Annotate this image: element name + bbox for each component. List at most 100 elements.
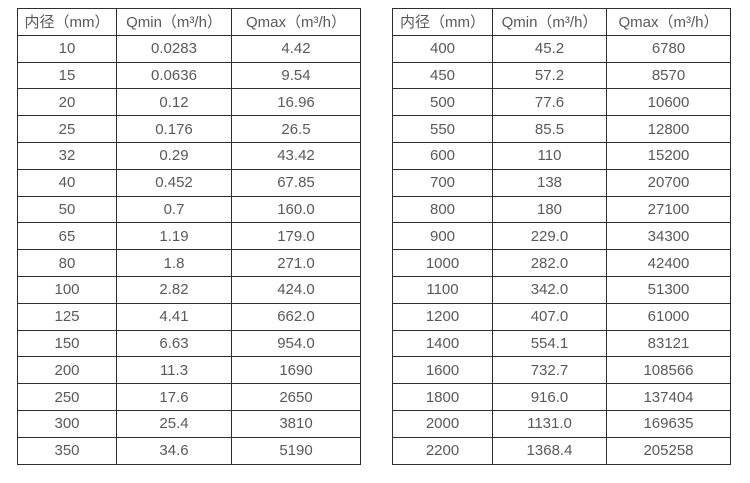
table-row: 2200 1368.4 205258: [392, 436, 731, 465]
table-row: 1400 554.1 83121: [392, 329, 731, 358]
qmin-cell: 57.2: [492, 61, 607, 90]
qmin-cell: 0.29: [116, 141, 232, 170]
diameter-cell: 15: [17, 61, 117, 90]
qmin-cell: 2.82: [116, 275, 232, 304]
qmin-cell: 110: [492, 141, 607, 170]
table-row: 800 180 27100: [392, 195, 731, 224]
column-header-0: 内径（mm）: [17, 8, 117, 36]
table-row: 2000 1131.0 169635: [392, 409, 731, 438]
diameter-cell: 500: [392, 88, 493, 117]
qmin-cell: 1368.4: [492, 436, 607, 465]
table-row: 400 45.2 6780: [392, 34, 731, 63]
diameter-cell: 600: [392, 141, 493, 170]
qmin-cell: 282.0: [492, 249, 607, 277]
diameter-cell: 300: [17, 409, 117, 438]
qmin-cell: 0.7: [116, 195, 232, 224]
table-row: 80 1.8 271.0: [17, 249, 361, 277]
table-row: 1100 342.0 51300: [392, 275, 731, 304]
table-row: 250 17.6 2650: [17, 383, 361, 411]
table-row: 150 6.63 954.0: [17, 329, 361, 358]
table-row: 200 11.3 1690: [17, 356, 361, 385]
diameter-cell: 1800: [392, 383, 493, 411]
qmin-cell: 407.0: [492, 302, 607, 331]
table-row: 700 138 20700: [392, 168, 731, 197]
table-row: 1200 407.0 61000: [392, 302, 731, 331]
header-row: 内径（mm） Qmin（m³/h） Qmax（m³/h）: [392, 8, 731, 36]
table-row: 50 0.7 160.0: [17, 195, 361, 224]
qmin-cell: 732.7: [492, 356, 607, 385]
qmax-cell: 169635: [606, 409, 731, 438]
table-row: 40 0.452 67.85: [17, 168, 361, 197]
diameter-cell: 100: [17, 275, 117, 304]
qmax-cell: 16.96: [231, 88, 361, 117]
diameter-cell: 50: [17, 195, 117, 224]
qmax-cell: 2650: [231, 383, 361, 411]
qmax-cell: 20700: [606, 168, 731, 197]
qmax-cell: 12800: [606, 115, 731, 143]
table-row: 600 110 15200: [392, 141, 731, 170]
qmax-cell: 83121: [606, 329, 731, 358]
diameter-cell: 700: [392, 168, 493, 197]
table-row: 25 0.176 26.5: [17, 115, 361, 143]
qmin-cell: 0.0283: [116, 34, 232, 63]
qmin-cell: 229.0: [492, 222, 607, 251]
column-header-1: Qmin（m³/h）: [116, 8, 232, 36]
table-row: 15 0.0636 9.54: [17, 61, 361, 90]
table-row: 1800 916.0 137404: [392, 383, 731, 411]
diameter-cell: 20: [17, 88, 117, 117]
qmin-cell: 25.4: [116, 409, 232, 438]
qmax-cell: 271.0: [231, 249, 361, 277]
qmin-cell: 34.6: [116, 436, 232, 465]
qmax-cell: 424.0: [231, 275, 361, 304]
table-row: 65 1.19 179.0: [17, 222, 361, 251]
qmin-cell: 85.5: [492, 115, 607, 143]
diameter-cell: 400: [392, 34, 493, 63]
spec-table-small-diameter: 内径（mm） Qmin（m³/h） Qmax（m³/h） 10 0.0283 4.42 15…: [17, 8, 361, 465]
diameter-cell: 350: [17, 436, 117, 465]
qmax-cell: 5190: [231, 436, 361, 465]
qmin-cell: 45.2: [492, 34, 607, 63]
diameter-cell: 150: [17, 329, 117, 358]
diameter-cell: 40: [17, 168, 117, 197]
table-row: 10 0.0283 4.42: [17, 34, 361, 63]
diameter-cell: 32: [17, 141, 117, 170]
qmin-cell: 554.1: [492, 329, 607, 358]
qmax-cell: 1690: [231, 356, 361, 385]
qmin-cell: 138: [492, 168, 607, 197]
diameter-cell: 1000: [392, 249, 493, 277]
qmax-cell: 3810: [231, 409, 361, 438]
column-header-1: Qmin（m³/h）: [492, 8, 607, 36]
qmin-cell: 1.19: [116, 222, 232, 251]
diameter-cell: 550: [392, 115, 493, 143]
qmax-cell: 160.0: [231, 195, 361, 224]
column-header-2: Qmax（m³/h）: [231, 8, 361, 36]
header-row: 内径（mm） Qmin（m³/h） Qmax（m³/h）: [17, 8, 361, 36]
diameter-cell: 80: [17, 249, 117, 277]
qmax-cell: 108566: [606, 356, 731, 385]
qmax-cell: 34300: [606, 222, 731, 251]
table-row: 100 2.82 424.0: [17, 275, 361, 304]
table-row: 20 0.12 16.96: [17, 88, 361, 117]
qmax-cell: 10600: [606, 88, 731, 117]
diameter-cell: 1600: [392, 356, 493, 385]
qmin-cell: 4.41: [116, 302, 232, 331]
qmax-cell: 9.54: [231, 61, 361, 90]
column-header-2: Qmax（m³/h）: [606, 8, 731, 36]
qmax-cell: 137404: [606, 383, 731, 411]
diameter-cell: 250: [17, 383, 117, 411]
qmax-cell: 26.5: [231, 115, 361, 143]
diameter-cell: 25: [17, 115, 117, 143]
qmin-cell: 0.176: [116, 115, 232, 143]
diameter-cell: 1100: [392, 275, 493, 304]
table-row: 1600 732.7 108566: [392, 356, 731, 385]
qmin-cell: 1131.0: [492, 409, 607, 438]
qmax-cell: 954.0: [231, 329, 361, 358]
diameter-cell: 200: [17, 356, 117, 385]
table-row: 350 34.6 5190: [17, 436, 361, 465]
table-row: 550 85.5 12800: [392, 115, 731, 143]
qmax-cell: 15200: [606, 141, 731, 170]
column-header-0: 内径（mm）: [392, 8, 493, 36]
qmin-cell: 77.6: [492, 88, 607, 117]
qmax-cell: 43.42: [231, 141, 361, 170]
